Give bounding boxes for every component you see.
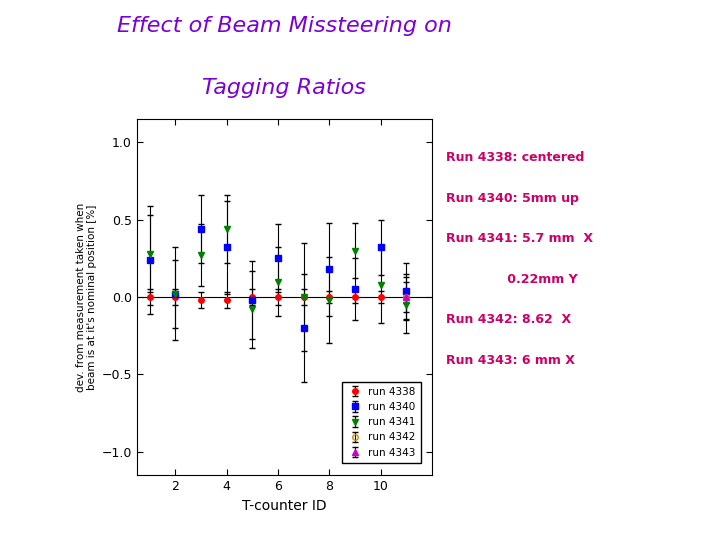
Text: Run 4340: 5mm up: Run 4340: 5mm up [446,192,580,205]
Legend: run 4338, run 4340, run 4341, run 4342, run 4343: run 4338, run 4340, run 4341, run 4342, … [342,382,421,463]
Text: Effect of Beam Missteering on: Effect of Beam Missteering on [117,16,452,36]
Text: Tagging Ratios: Tagging Ratios [202,78,366,98]
Text: Run 4342: 8.62  X: Run 4342: 8.62 X [446,313,572,326]
Text: Run 4341: 5.7 mm  X: Run 4341: 5.7 mm X [446,232,593,245]
Text: 0.22mm Y: 0.22mm Y [446,273,578,286]
X-axis label: T-counter ID: T-counter ID [242,498,327,512]
Y-axis label: dev. from measurement taken when
beam is at it's nominal position [%]: dev. from measurement taken when beam is… [76,202,97,392]
Text: Run 4338: centered: Run 4338: centered [446,151,585,164]
Text: Run 4343: 6 mm X: Run 4343: 6 mm X [446,354,575,367]
